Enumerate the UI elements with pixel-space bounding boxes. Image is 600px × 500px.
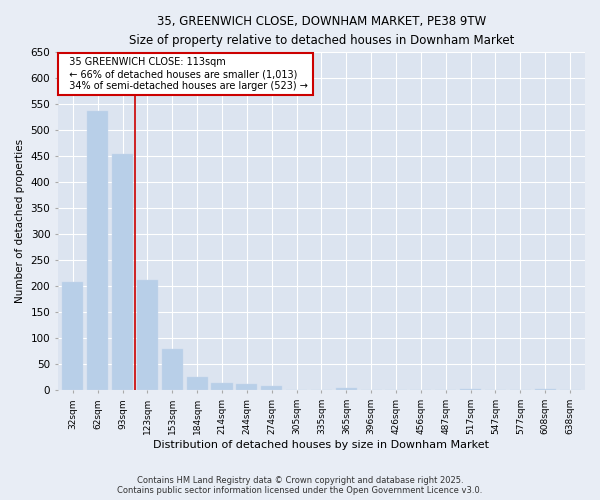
Bar: [236, 384, 257, 390]
Y-axis label: Number of detached properties: Number of detached properties: [15, 140, 25, 304]
Bar: [137, 280, 158, 390]
Text: 35 GREENWICH CLOSE: 113sqm
  ← 66% of detached houses are smaller (1,013)
  34% : 35 GREENWICH CLOSE: 113sqm ← 66% of deta…: [63, 58, 308, 90]
Bar: [261, 386, 283, 390]
Title: 35, GREENWICH CLOSE, DOWNHAM MARKET, PE38 9TW
Size of property relative to detac: 35, GREENWICH CLOSE, DOWNHAM MARKET, PE3…: [129, 15, 514, 47]
X-axis label: Distribution of detached houses by size in Downham Market: Distribution of detached houses by size …: [154, 440, 490, 450]
Bar: [62, 282, 83, 391]
Text: Contains HM Land Registry data © Crown copyright and database right 2025.
Contai: Contains HM Land Registry data © Crown c…: [118, 476, 482, 495]
Bar: [535, 389, 556, 390]
Bar: [460, 389, 481, 390]
Bar: [336, 388, 357, 390]
Bar: [187, 378, 208, 390]
Bar: [87, 111, 108, 390]
Bar: [112, 154, 133, 390]
Bar: [211, 382, 233, 390]
Bar: [162, 349, 183, 391]
